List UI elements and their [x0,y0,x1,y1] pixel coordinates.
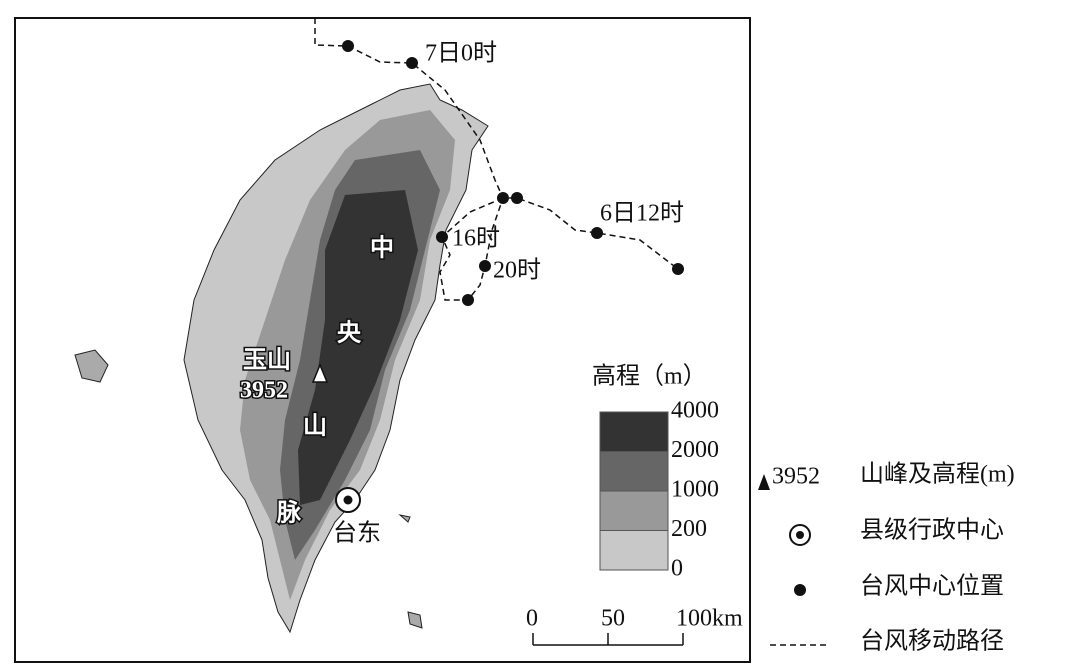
track-label: 6日12时 [600,200,684,227]
elevation-level: 1000 [671,477,719,503]
typhoon-track [314,18,679,301]
elevation-band [599,490,669,531]
peak-elevation: 3952 [240,378,288,404]
elevation-legend-title: 高程（m） [592,363,707,390]
legend: 3952 山峰及高程(m) 县级行政中心 台风中心位置 台风移动路径 [758,461,1015,655]
track-label: 7日0时 [425,40,497,67]
range-name: 中 [370,235,394,262]
legend-peak-sample: 3952 [772,464,820,490]
legend-peak: 山峰及高程(m) [860,461,1015,488]
peak-marker [311,363,329,383]
legend-track: 台风移动路径 [860,628,1004,655]
track-label: 20时 [493,257,541,284]
range-name: 央 [337,320,362,347]
elevation-level: 200 [671,516,707,542]
town-marker-dot [343,495,353,505]
peak-name: 玉山 [243,347,291,374]
legend-county: 县级行政中心 [860,517,1004,544]
island [74,83,489,634]
track-label: 16时 [452,225,500,252]
range-name: 脉 [276,500,302,527]
elevation-level: 0 [671,556,683,582]
scale-tick-label: 0 [526,606,538,632]
legend-center-icon [794,584,806,596]
elevation-band [599,451,669,492]
elevation-level: 4000 [671,398,719,424]
range-name: 山 [303,413,327,440]
scale-bar: 0 50 100km [526,606,743,646]
scale-tick-label: 50 [601,606,625,632]
elevation-level: 2000 [671,437,719,463]
scale-tick-label: 100km [676,606,743,632]
legend-county-dot [796,531,804,539]
elevation-band [599,530,669,571]
legend-center: 台风中心位置 [860,573,1004,600]
elevation-band [599,411,669,452]
town-name: 台东 [333,520,381,547]
typhoon-centers [342,40,684,306]
legend-peak-icon [758,474,770,490]
